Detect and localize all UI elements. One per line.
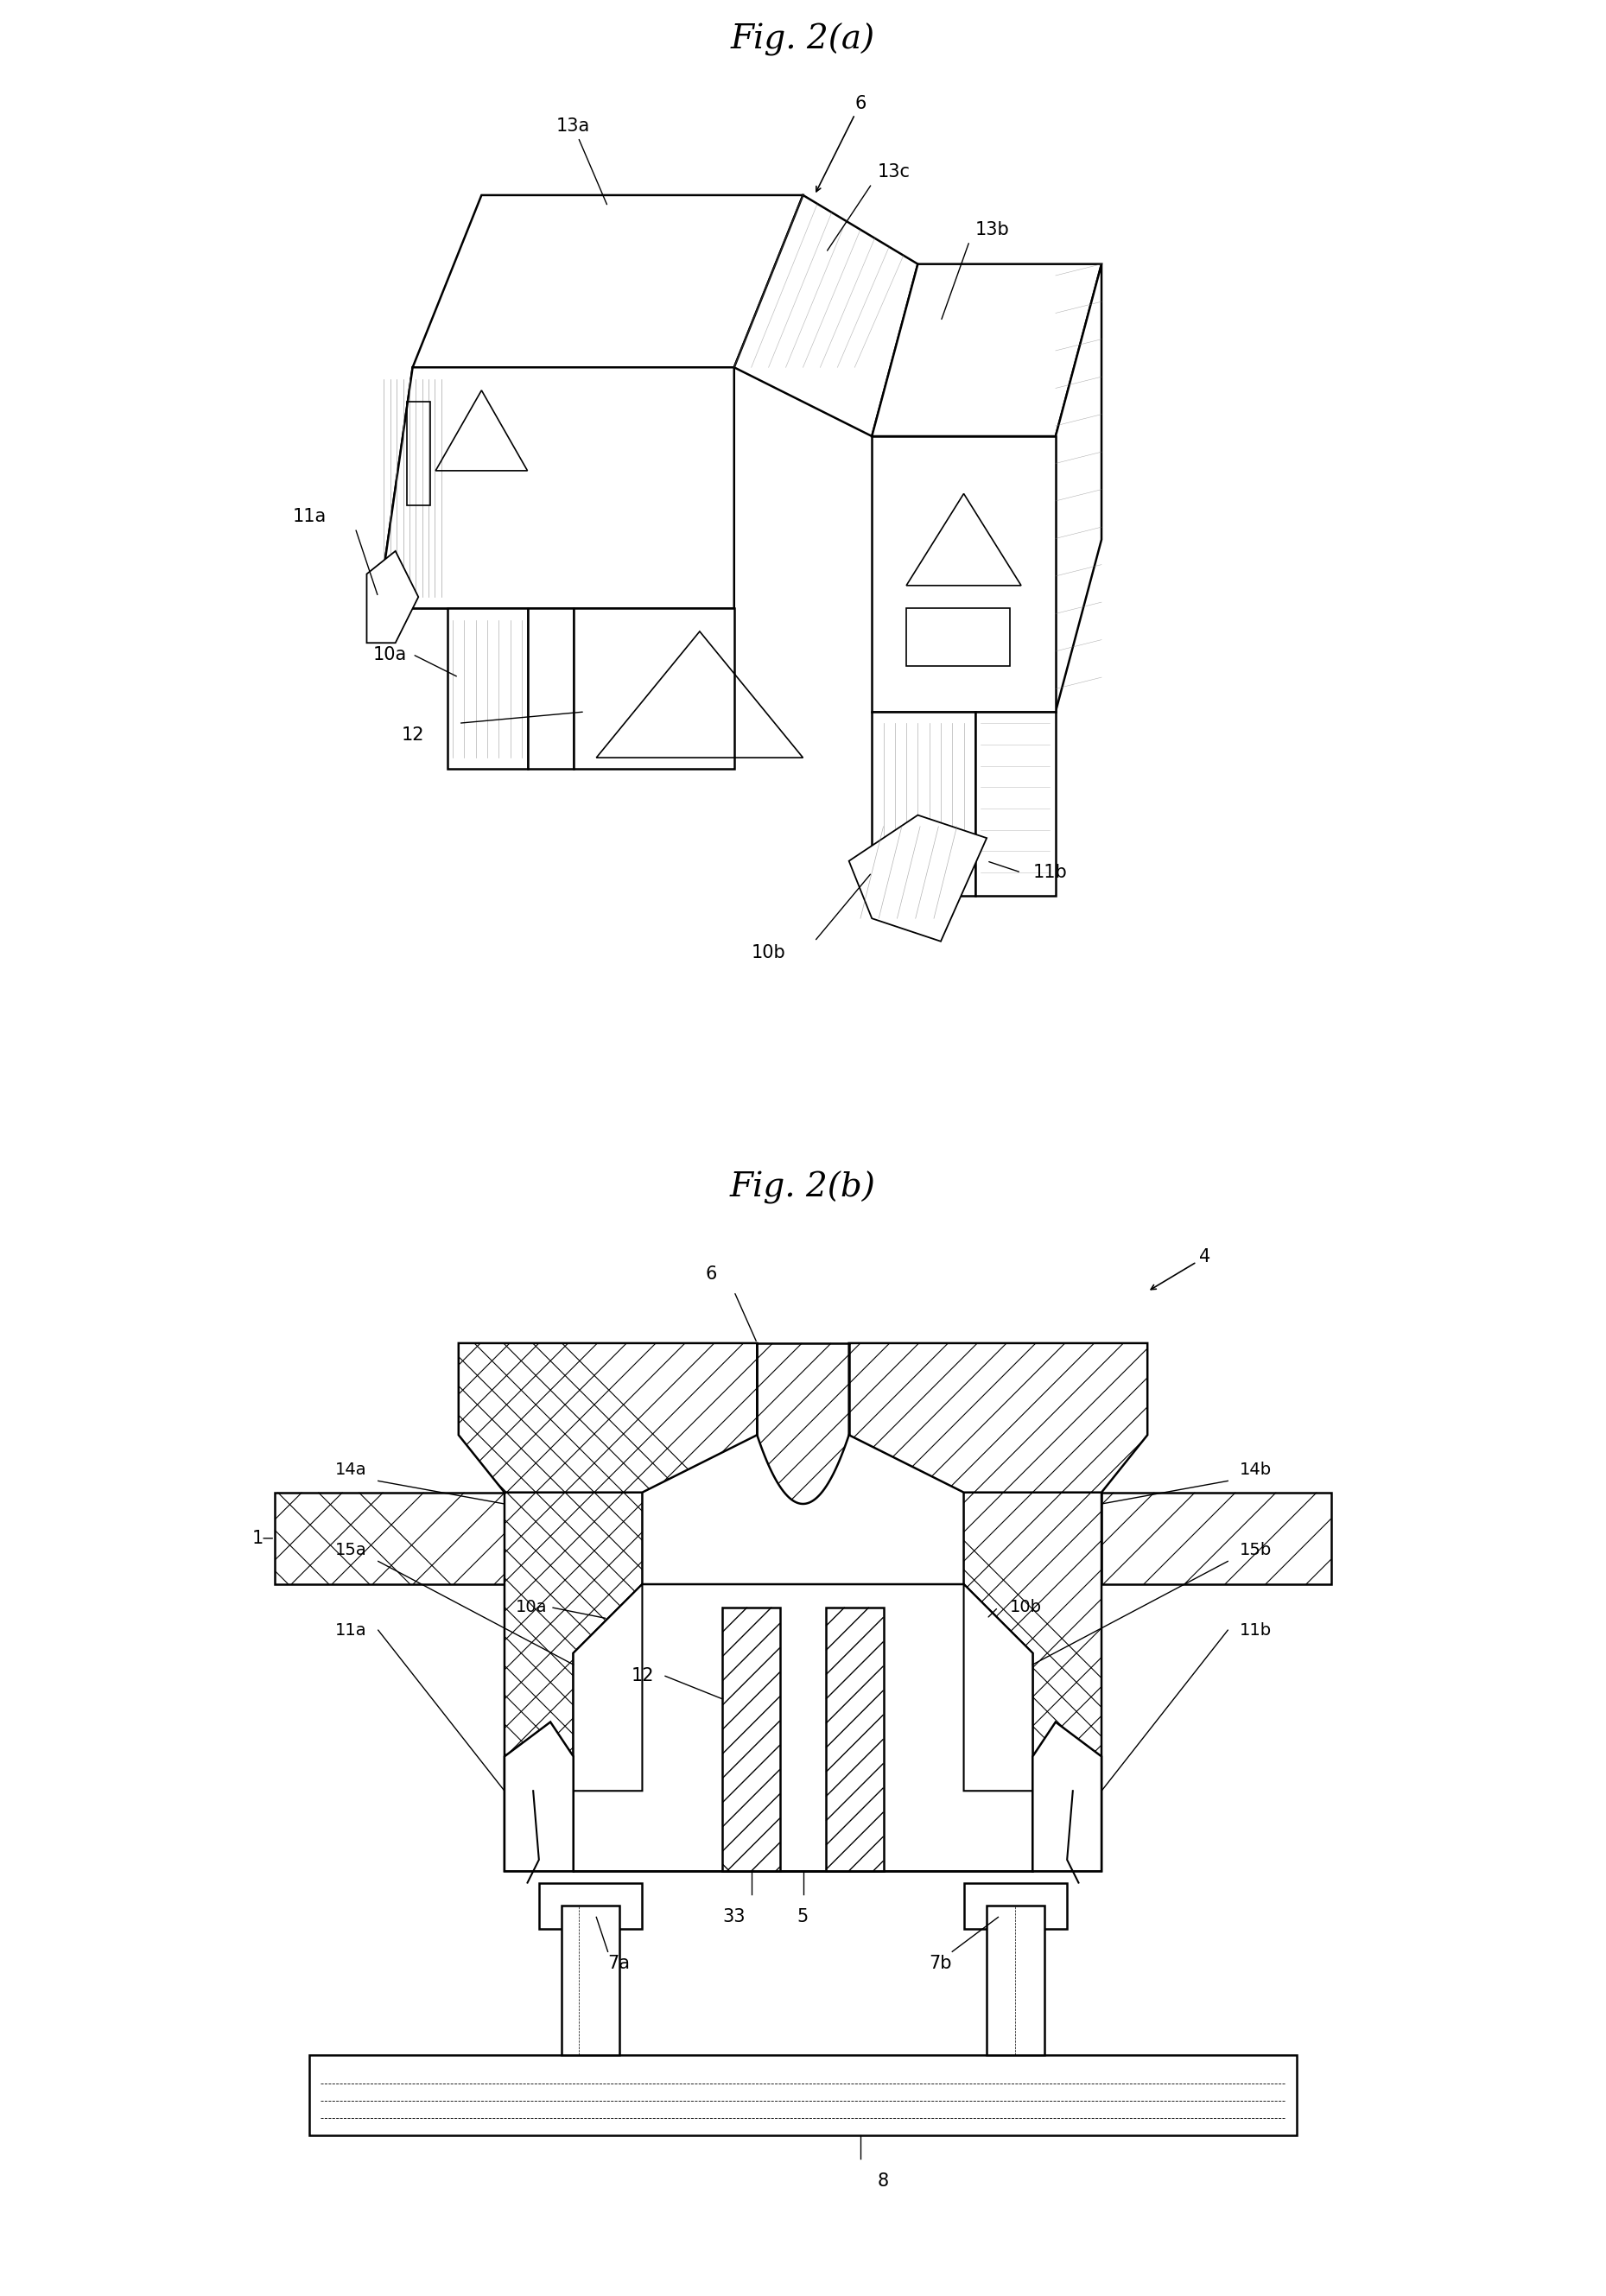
Polygon shape: [850, 1343, 1147, 1492]
Polygon shape: [1033, 1722, 1102, 1871]
Polygon shape: [872, 264, 1102, 436]
Polygon shape: [964, 1584, 1033, 1791]
Text: 10a: 10a: [516, 1598, 548, 1616]
Text: 15a: 15a: [336, 1541, 366, 1559]
Polygon shape: [1055, 264, 1102, 712]
Text: 7b: 7b: [930, 1954, 952, 1972]
Text: 7a: 7a: [607, 1954, 630, 1972]
Polygon shape: [540, 1883, 642, 1929]
Polygon shape: [446, 608, 527, 769]
Text: 1: 1: [252, 1529, 263, 1548]
Polygon shape: [825, 1607, 883, 1871]
Polygon shape: [1102, 1492, 1331, 1584]
Polygon shape: [975, 712, 1055, 895]
Text: 6: 6: [816, 94, 866, 191]
Polygon shape: [504, 1492, 642, 1871]
Text: 14b: 14b: [1240, 1460, 1272, 1479]
Text: 11b: 11b: [1033, 863, 1066, 882]
Text: 13b: 13b: [975, 220, 1010, 239]
Text: 14a: 14a: [336, 1460, 366, 1479]
Text: 4: 4: [1152, 1249, 1211, 1290]
Text: 10b: 10b: [1010, 1598, 1042, 1616]
Text: 13a: 13a: [556, 117, 607, 204]
Polygon shape: [527, 608, 573, 769]
Polygon shape: [377, 367, 482, 608]
Polygon shape: [964, 1492, 1102, 1871]
Text: 11b: 11b: [1240, 1621, 1272, 1639]
Polygon shape: [459, 1343, 756, 1492]
Polygon shape: [734, 195, 917, 436]
Text: 10b: 10b: [752, 944, 785, 962]
Polygon shape: [964, 1883, 1066, 1929]
Polygon shape: [573, 1584, 642, 1791]
Text: 11a: 11a: [292, 507, 326, 526]
Text: 10a: 10a: [373, 645, 406, 664]
Polygon shape: [366, 551, 419, 643]
Polygon shape: [562, 1906, 620, 2055]
Text: 5: 5: [797, 1908, 809, 1926]
Text: 12: 12: [402, 726, 424, 744]
Polygon shape: [723, 1607, 781, 1871]
Polygon shape: [872, 436, 1055, 712]
Text: 6: 6: [705, 1265, 716, 1283]
Polygon shape: [850, 815, 986, 941]
Text: 12: 12: [631, 1667, 654, 1685]
Text: Fig. 2(b): Fig. 2(b): [731, 1171, 875, 1203]
Text: 13c: 13c: [877, 163, 911, 181]
Polygon shape: [573, 1584, 1033, 1871]
Polygon shape: [377, 367, 734, 608]
Polygon shape: [310, 2055, 1296, 2135]
Polygon shape: [413, 195, 803, 367]
Polygon shape: [504, 1722, 573, 1871]
Text: 8: 8: [878, 2172, 890, 2190]
Polygon shape: [986, 1906, 1044, 2055]
Text: Fig. 2(a): Fig. 2(a): [731, 23, 875, 55]
Text: 11a: 11a: [336, 1621, 366, 1639]
Polygon shape: [872, 712, 975, 895]
Polygon shape: [573, 608, 734, 769]
Text: 15b: 15b: [1240, 1541, 1272, 1559]
Text: 33: 33: [723, 1908, 745, 1926]
Polygon shape: [275, 1492, 504, 1584]
